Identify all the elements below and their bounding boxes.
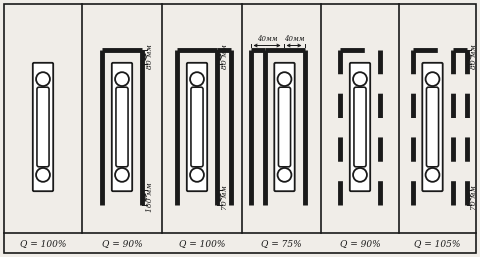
FancyBboxPatch shape <box>112 63 132 191</box>
Text: Q = 105%: Q = 105% <box>414 240 461 249</box>
FancyBboxPatch shape <box>33 63 53 191</box>
FancyBboxPatch shape <box>278 87 290 167</box>
FancyBboxPatch shape <box>274 63 295 191</box>
Text: Q = 90%: Q = 90% <box>102 240 142 249</box>
FancyBboxPatch shape <box>187 63 207 191</box>
Text: Q = 100%: Q = 100% <box>20 240 66 249</box>
FancyBboxPatch shape <box>116 87 128 167</box>
Text: Q = 100%: Q = 100% <box>179 240 225 249</box>
Text: 80 мм: 80 мм <box>146 44 154 69</box>
FancyBboxPatch shape <box>354 87 366 167</box>
Text: 70 мм: 70 мм <box>221 185 229 210</box>
Text: 80 мм: 80 мм <box>221 44 229 69</box>
FancyBboxPatch shape <box>350 63 370 191</box>
Text: 40мм: 40мм <box>284 35 304 43</box>
Text: Q = 75%: Q = 75% <box>261 240 302 249</box>
FancyBboxPatch shape <box>191 87 203 167</box>
Text: 70 мм: 70 мм <box>470 185 479 210</box>
FancyBboxPatch shape <box>37 87 49 167</box>
Text: Q = 90%: Q = 90% <box>340 240 380 249</box>
Text: 100 мм: 100 мм <box>146 183 154 212</box>
FancyBboxPatch shape <box>426 87 439 167</box>
Text: 80 мм: 80 мм <box>470 44 479 69</box>
FancyBboxPatch shape <box>422 63 443 191</box>
Text: 40мм: 40мм <box>257 35 277 43</box>
